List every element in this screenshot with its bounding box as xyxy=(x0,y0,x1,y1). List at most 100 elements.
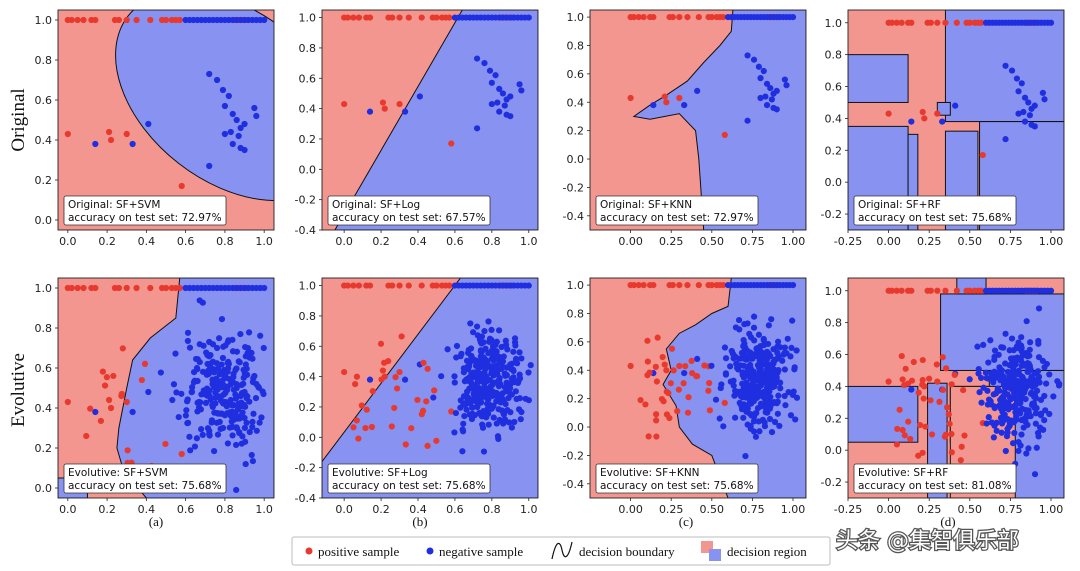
positive-point xyxy=(64,398,71,406)
positive-point xyxy=(919,108,926,116)
negative-point xyxy=(206,432,213,439)
x-tick-label: 0.2 xyxy=(98,235,116,248)
negative-point xyxy=(755,386,762,393)
positive-point xyxy=(446,282,453,289)
negative-point xyxy=(221,130,229,138)
negative-point xyxy=(510,348,517,355)
negative-point xyxy=(1018,334,1025,341)
negative-point xyxy=(249,418,256,425)
positive-point xyxy=(341,368,348,376)
negative-point xyxy=(457,404,464,411)
positive-point xyxy=(123,284,130,292)
positive-point xyxy=(661,361,668,368)
negative-point xyxy=(184,329,192,336)
negative-point xyxy=(1041,96,1048,103)
negative-point xyxy=(473,125,481,132)
negative-point xyxy=(492,72,499,79)
plot-area xyxy=(58,278,274,498)
accuracy-text: accuracy on test set: 75.68% xyxy=(858,212,1012,224)
positive-point xyxy=(978,287,985,294)
negative-point xyxy=(1002,447,1009,455)
negative-point xyxy=(206,427,213,434)
negative-point xyxy=(512,342,519,349)
plot-area xyxy=(58,10,274,230)
positive-point xyxy=(661,93,668,100)
legend-region-label: decision region xyxy=(727,544,807,559)
negative-point xyxy=(793,347,800,354)
negative-point xyxy=(525,14,532,21)
positive-point xyxy=(101,382,109,389)
positive-point xyxy=(893,287,900,294)
plot-area xyxy=(590,10,806,230)
negative-point xyxy=(209,401,216,408)
negative-point xyxy=(1015,447,1022,455)
positive-point xyxy=(433,437,440,444)
negative-point xyxy=(720,423,727,430)
negative-point xyxy=(759,401,767,408)
positive-point xyxy=(627,362,634,370)
accuracy-text: accuracy on test set: 72.97% xyxy=(68,212,222,224)
negative-point xyxy=(1006,422,1013,429)
negative-point xyxy=(460,420,467,427)
negative-point xyxy=(463,388,471,395)
legend-positive-label: positive sample xyxy=(318,544,399,559)
negative-point xyxy=(485,396,492,403)
negative-point xyxy=(241,146,248,154)
positive-point xyxy=(396,282,403,289)
positive-point xyxy=(720,281,727,289)
negative-point xyxy=(157,369,164,376)
positive-point xyxy=(92,16,99,24)
negative-point xyxy=(458,350,465,357)
positive-point xyxy=(363,406,370,413)
negative-point xyxy=(1014,354,1021,361)
x-tick-label: 0.00 xyxy=(618,235,643,248)
negative-point xyxy=(242,361,249,368)
positive-point xyxy=(899,376,906,383)
negative-point xyxy=(199,431,206,439)
positive-point xyxy=(888,19,895,26)
negative-point xyxy=(784,335,791,342)
row-label-original: Original xyxy=(8,88,29,151)
positive-point xyxy=(123,16,130,24)
positive-point xyxy=(408,425,415,432)
negative-point xyxy=(681,101,688,109)
negative-point xyxy=(203,385,211,392)
positive-point xyxy=(939,386,947,393)
negative-point xyxy=(764,390,771,397)
negative-point xyxy=(210,369,218,376)
negative-point xyxy=(209,376,216,383)
negative-point xyxy=(1015,339,1022,346)
x-tick-label: 0.2 xyxy=(372,235,390,248)
negative-point xyxy=(771,418,779,426)
negative-point xyxy=(220,343,227,350)
x-tick-label: 0.6 xyxy=(446,503,464,516)
positive-point xyxy=(350,424,357,431)
negative-point xyxy=(229,140,236,148)
negative-point xyxy=(757,94,764,102)
y-tick-label: -0.2 xyxy=(563,449,584,462)
positive-point xyxy=(942,19,949,26)
negative-point xyxy=(694,87,701,95)
positive-point xyxy=(630,281,637,289)
negative-point xyxy=(525,369,532,376)
positive-point xyxy=(720,13,727,21)
positive-point xyxy=(919,449,926,456)
positive-point xyxy=(663,99,670,106)
negative-point xyxy=(1032,410,1040,417)
negative-point xyxy=(218,361,225,368)
negative-point xyxy=(476,364,484,371)
negative-point xyxy=(525,282,532,289)
negative-point xyxy=(1015,110,1022,117)
positive-point xyxy=(695,13,702,21)
negative-point xyxy=(1022,418,1029,425)
accuracy-text: accuracy on test set: 81.08% xyxy=(858,480,1012,492)
negative-point xyxy=(1024,362,1032,369)
y-tick-label: 0.2 xyxy=(567,393,585,406)
positive-point xyxy=(147,16,154,24)
positive-point xyxy=(448,408,455,415)
negative-point xyxy=(998,394,1005,402)
negative-point xyxy=(1011,429,1018,437)
positive-point xyxy=(904,380,912,387)
positive-point xyxy=(680,380,687,387)
positive-point xyxy=(960,386,967,394)
